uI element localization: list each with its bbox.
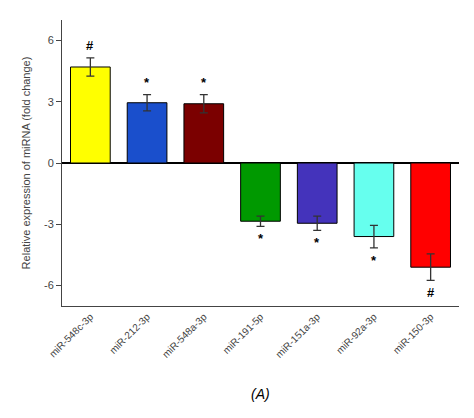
svg-text:3: 3 [48, 96, 54, 108]
svg-text:miR-548a-3p: miR-548a-3p [160, 311, 209, 360]
svg-text:miR-212-3p: miR-212-3p [107, 311, 152, 356]
svg-text:*: * [314, 235, 320, 250]
svg-text:(A): (A) [251, 386, 270, 402]
svg-text:Relative expression of miRNA (: Relative expression of miRNA (fold chang… [20, 57, 32, 270]
svg-text:*: * [258, 231, 264, 246]
svg-text:miR-150-3p: miR-150-3p [391, 311, 436, 356]
svg-text:miR-151a-3p: miR-151a-3p [274, 311, 323, 360]
svg-text:6: 6 [48, 34, 54, 46]
svg-text:#: # [427, 285, 435, 300]
svg-text:miR-548c-3p: miR-548c-3p [47, 311, 96, 360]
svg-text:0: 0 [48, 157, 54, 169]
svg-text:-6: -6 [44, 279, 54, 291]
svg-text:-3: -3 [44, 218, 54, 230]
svg-text:#: # [86, 38, 94, 53]
svg-text:*: * [371, 253, 377, 268]
svg-text:miR-191-5p: miR-191-5p [221, 311, 266, 356]
svg-text:*: * [201, 75, 207, 90]
svg-text:*: * [144, 75, 150, 90]
svg-text:miR-92a-3p: miR-92a-3p [334, 311, 379, 356]
